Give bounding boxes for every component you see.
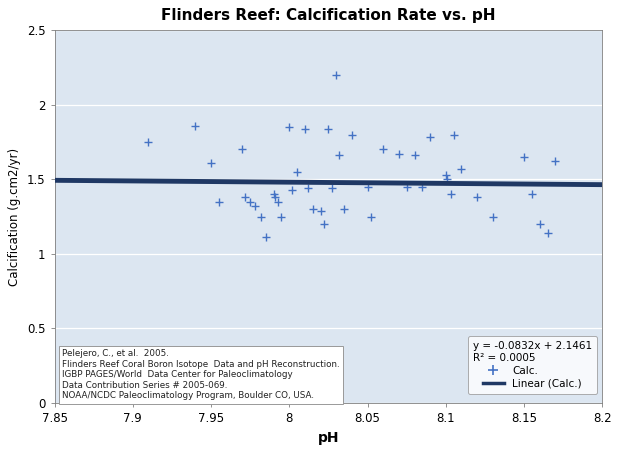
- Point: [261, 234, 271, 241]
- Point: [441, 171, 451, 178]
- Point: [535, 221, 545, 228]
- Point: [237, 146, 247, 153]
- Point: [268, 191, 278, 198]
- Point: [273, 198, 283, 205]
- Point: [456, 165, 466, 173]
- Point: [308, 206, 318, 213]
- Point: [327, 184, 337, 192]
- Point: [366, 213, 376, 220]
- Point: [449, 131, 459, 138]
- Point: [285, 123, 294, 130]
- Point: [519, 153, 529, 160]
- Point: [339, 206, 349, 213]
- Point: [288, 186, 298, 193]
- Point: [527, 191, 537, 198]
- Point: [250, 202, 260, 210]
- Point: [331, 71, 341, 78]
- Point: [417, 183, 427, 190]
- Point: [319, 221, 329, 228]
- Point: [316, 207, 326, 214]
- Point: [292, 168, 302, 175]
- Point: [410, 152, 420, 159]
- Point: [425, 134, 435, 141]
- Point: [190, 122, 200, 129]
- Point: [488, 213, 498, 220]
- Y-axis label: Calcification (g.cm2/yr): Calcification (g.cm2/yr): [8, 148, 21, 286]
- Point: [443, 176, 453, 183]
- Point: [270, 193, 280, 201]
- Point: [363, 183, 373, 190]
- Point: [214, 198, 224, 205]
- X-axis label: pH: pH: [317, 431, 339, 445]
- Text: Pelejero, C., et al.  2005.
Flinders Reef Coral Boron Isotope  Data and pH Recon: Pelejero, C., et al. 2005. Flinders Reef…: [63, 350, 340, 400]
- Point: [206, 159, 216, 166]
- Title: Flinders Reef: Calcification Rate vs. pH: Flinders Reef: Calcification Rate vs. pH: [161, 8, 496, 24]
- Point: [143, 138, 153, 145]
- Legend: Calc., Linear (Calc.): Calc., Linear (Calc.): [467, 336, 597, 394]
- Point: [446, 191, 456, 198]
- Point: [551, 158, 560, 165]
- Point: [256, 213, 266, 220]
- Point: [277, 213, 286, 220]
- Point: [347, 131, 357, 138]
- Point: [402, 183, 412, 190]
- Point: [303, 184, 313, 192]
- Point: [378, 146, 388, 153]
- Point: [246, 198, 255, 205]
- Point: [472, 193, 482, 201]
- Point: [324, 125, 334, 132]
- Point: [334, 152, 344, 159]
- Point: [394, 150, 404, 158]
- Point: [241, 193, 250, 201]
- Point: [300, 125, 310, 132]
- Point: [542, 229, 552, 236]
